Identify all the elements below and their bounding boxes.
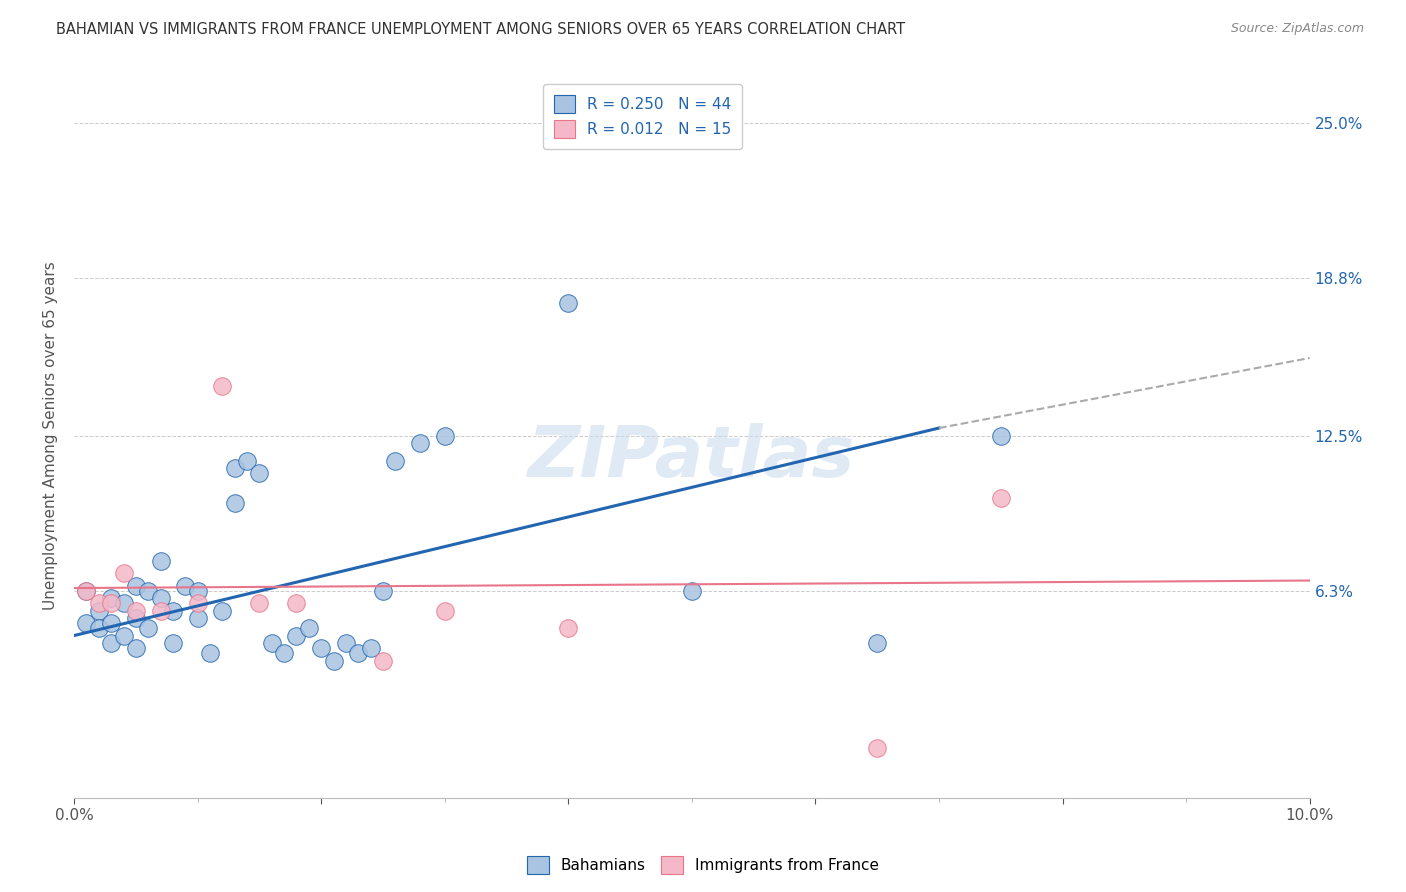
- Point: [100, 591, 122, 605]
- Legend: Bahamians, Immigrants from France: Bahamians, Immigrants from France: [522, 850, 884, 880]
- Point: [285, 596, 308, 610]
- Point: [125, 603, 148, 617]
- Point: [990, 428, 1012, 442]
- Point: [298, 621, 321, 635]
- Y-axis label: Unemployment Among Seniors over 65 years: Unemployment Among Seniors over 65 years: [44, 261, 58, 610]
- Point: [866, 636, 889, 650]
- Text: Source: ZipAtlas.com: Source: ZipAtlas.com: [1230, 22, 1364, 36]
- Point: [285, 628, 308, 642]
- Point: [87, 596, 110, 610]
- Point: [100, 615, 122, 630]
- Point: [149, 603, 172, 617]
- Point: [371, 583, 394, 598]
- Point: [211, 378, 233, 392]
- Point: [273, 646, 295, 660]
- Point: [162, 636, 184, 650]
- Point: [224, 461, 246, 475]
- Point: [187, 596, 209, 610]
- Point: [990, 491, 1012, 505]
- Point: [87, 603, 110, 617]
- Point: [75, 583, 97, 598]
- Point: [433, 428, 456, 442]
- Point: [112, 628, 135, 642]
- Point: [224, 496, 246, 510]
- Point: [260, 636, 283, 650]
- Point: [557, 296, 579, 310]
- Point: [75, 615, 97, 630]
- Point: [211, 603, 233, 617]
- Legend: R = 0.250   N = 44, R = 0.012   N = 15: R = 0.250 N = 44, R = 0.012 N = 15: [543, 84, 742, 149]
- Point: [322, 654, 344, 668]
- Point: [125, 641, 148, 656]
- Point: [433, 603, 456, 617]
- Point: [187, 611, 209, 625]
- Point: [174, 578, 197, 592]
- Point: [249, 596, 271, 610]
- Point: [75, 583, 97, 598]
- Point: [149, 553, 172, 567]
- Text: ZIPatlas: ZIPatlas: [529, 423, 856, 491]
- Point: [681, 583, 703, 598]
- Point: [557, 621, 579, 635]
- Point: [112, 566, 135, 580]
- Point: [335, 636, 357, 650]
- Point: [384, 453, 406, 467]
- Point: [162, 603, 184, 617]
- Text: BAHAMIAN VS IMMIGRANTS FROM FRANCE UNEMPLOYMENT AMONG SENIORS OVER 65 YEARS CORR: BAHAMIAN VS IMMIGRANTS FROM FRANCE UNEMP…: [56, 22, 905, 37]
- Point: [112, 596, 135, 610]
- Point: [149, 591, 172, 605]
- Point: [187, 583, 209, 598]
- Point: [236, 453, 259, 467]
- Point: [866, 741, 889, 756]
- Point: [87, 621, 110, 635]
- Point: [125, 611, 148, 625]
- Point: [198, 646, 221, 660]
- Point: [371, 654, 394, 668]
- Point: [125, 578, 148, 592]
- Point: [100, 636, 122, 650]
- Point: [360, 641, 382, 656]
- Point: [136, 583, 159, 598]
- Point: [409, 436, 432, 450]
- Point: [347, 646, 370, 660]
- Point: [309, 641, 332, 656]
- Point: [249, 466, 271, 480]
- Point: [136, 621, 159, 635]
- Point: [100, 596, 122, 610]
